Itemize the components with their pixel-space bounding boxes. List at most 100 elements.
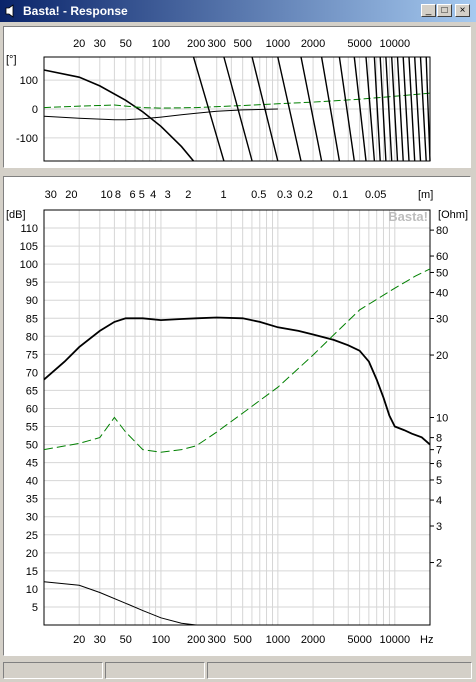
- ohm-tick-label: 30: [436, 313, 448, 325]
- status-cell-1: [3, 662, 103, 679]
- db-tick-label: 90: [26, 295, 38, 307]
- status-cell-2: [105, 662, 205, 679]
- x-tick-label: 50: [120, 634, 132, 646]
- status-bar: [0, 660, 476, 682]
- wavelength-tick-label: 0.2: [298, 189, 313, 201]
- x-tick-label: 10000: [380, 634, 411, 646]
- x-tick-label: 2000: [301, 634, 325, 646]
- x-tick-label: 20: [73, 634, 85, 646]
- db-tick-label: 10: [26, 584, 38, 596]
- db-tick-label: 70: [26, 367, 38, 379]
- db-tick-label: 95: [26, 277, 38, 289]
- x-tick-label: 5000: [347, 634, 371, 646]
- x-tick-label: 500: [233, 38, 251, 50]
- magnitude-chart: Basta![dB] [Ohm][m]30 20 10 8 6 5 4 3 2 1 0.5 0.3 0.2…: [6, 189, 468, 646]
- ohm-tick-label: 80: [436, 225, 448, 237]
- x-tick-label: 200: [187, 634, 205, 646]
- x-tick-label: 30: [94, 38, 106, 50]
- phase-chart: [°]20 30 50 100 200 300 500 1000 2000 5000 1000010…: [6, 38, 431, 162]
- db-tick-label: 20: [26, 548, 38, 560]
- wavelength-tick-label: 10: [100, 189, 112, 201]
- wavelength-tick-label: 0.05: [365, 189, 386, 201]
- phase-series-line: [43, 69, 195, 162]
- window-title: Basta! - Response: [23, 4, 128, 18]
- low-curve: [43, 581, 197, 626]
- status-cell-3: [207, 662, 472, 679]
- ohm-tick-label: 40: [436, 288, 448, 300]
- x-tick-label: 300: [208, 634, 226, 646]
- y-tick-label: -100: [16, 133, 38, 145]
- ohm-tick-label: 10: [436, 413, 448, 425]
- x-tick-label: 1000: [266, 634, 290, 646]
- wavelength-tick-label: 0.3: [277, 189, 292, 201]
- phase-series-line: [43, 108, 278, 121]
- ohm-tick-label: 6: [436, 459, 442, 471]
- plot-frame: [43, 56, 431, 162]
- magnitude-panel: Basta! [dB] [Ohm] [m] 30 20 10 8 6 5 4 3 2 1 0.5 0.3 0.2…: [3, 176, 471, 656]
- x-tick-label: 20: [73, 38, 85, 50]
- wavelength-tick-label: 30: [45, 189, 57, 201]
- wavelength-tick-label: 0.1: [333, 189, 348, 201]
- wavelength-tick-label: 8: [115, 189, 121, 201]
- wavelength-tick-label: 2: [185, 189, 191, 201]
- db-tick-label: 35: [26, 494, 38, 506]
- wavelength-tick-label: 3: [165, 189, 171, 201]
- db-tick-label: 75: [26, 349, 38, 361]
- db-tick-label: 40: [26, 476, 38, 488]
- db-tick-label: 80: [26, 331, 38, 343]
- db-tick-label: 65: [26, 385, 38, 397]
- db-tick-label: 100: [20, 259, 38, 271]
- db-tick-label: 15: [26, 566, 38, 578]
- db-tick-label: 45: [26, 458, 38, 470]
- speaker-icon: [5, 4, 14, 18]
- wavelength-tick-label: 20: [65, 189, 77, 201]
- x-tick-label: 10000: [380, 38, 411, 50]
- x-tick-label: 5000: [347, 38, 371, 50]
- x-tick-label: 50: [120, 38, 132, 50]
- y-tick-label: 100: [20, 75, 38, 87]
- wavelength-tick-label: 6: [129, 189, 135, 201]
- ohm-tick-label: 3: [436, 521, 442, 533]
- x-tick-label: 200: [187, 38, 205, 50]
- minimize-button[interactable]: _: [421, 4, 436, 17]
- wavelength-unit-label: [m]: [418, 189, 433, 201]
- watermark: Basta!: [388, 209, 428, 224]
- db-unit-label: [dB]: [6, 209, 26, 221]
- impedance-curve: [43, 268, 431, 453]
- x-unit-label: Hz: [420, 634, 433, 646]
- ohm-tick-label: 5: [436, 475, 442, 487]
- x-tick-label: 100: [152, 38, 170, 50]
- db-tick-label: 85: [26, 313, 38, 325]
- ohm-tick-label: 50: [436, 267, 448, 279]
- ohm-tick-label: 8: [436, 433, 442, 445]
- db-tick-label: 110: [20, 223, 38, 235]
- x-tick-label: 100: [152, 634, 170, 646]
- db-tick-label: 105: [20, 241, 38, 253]
- title-bar[interactable]: Basta! - Response _ □ ×: [0, 0, 476, 22]
- ohm-tick-label: 4: [436, 495, 442, 507]
- wavelength-tick-label: 4: [150, 189, 156, 201]
- y-tick-label: 0: [32, 104, 38, 116]
- db-tick-label: 50: [26, 440, 38, 452]
- close-button[interactable]: ×: [455, 4, 470, 17]
- x-tick-label: 300: [208, 38, 226, 50]
- y-unit-label: [°]: [6, 54, 17, 66]
- wavelength-tick-label: 1: [220, 189, 226, 201]
- wavelength-tick-label: 0.5: [251, 189, 266, 201]
- maximize-button[interactable]: □: [437, 4, 452, 17]
- db-tick-label: 30: [26, 512, 38, 524]
- ohm-unit-label: [Ohm]: [438, 209, 468, 221]
- ohm-tick-label: 7: [436, 445, 442, 457]
- ohm-tick-label: 60: [436, 251, 448, 263]
- db-tick-label: 60: [26, 403, 38, 415]
- x-tick-label: 1000: [266, 38, 290, 50]
- phase-series-line: [43, 92, 431, 109]
- db-tick-label: 55: [26, 422, 38, 434]
- x-tick-label: 500: [233, 634, 251, 646]
- phase-panel: [°] 20 30 50 100 200 300 500 1000 2000 5000 10000 10…: [3, 26, 471, 168]
- ohm-tick-label: 20: [436, 350, 448, 362]
- wavelength-tick-label: 5: [139, 189, 145, 201]
- spl-curve: [43, 316, 431, 446]
- db-tick-label: 25: [26, 530, 38, 542]
- db-tick-label: 5: [32, 602, 38, 614]
